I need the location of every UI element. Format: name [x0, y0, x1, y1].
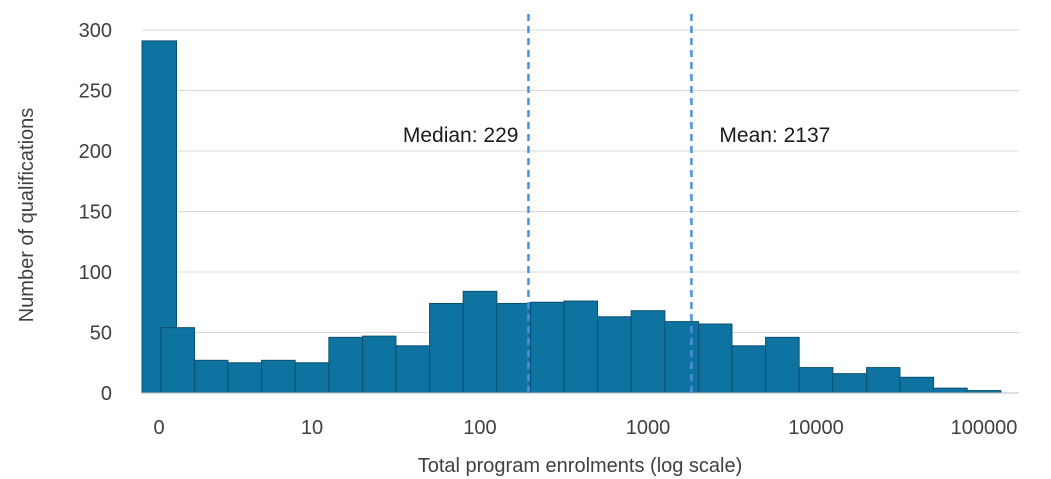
- x-axis-title: Total program enrolments (log scale): [418, 455, 743, 477]
- y-tick-label: 250: [79, 81, 112, 103]
- histogram-bar: [630, 310, 666, 394]
- bars: [141, 40, 1019, 394]
- histogram-bar: [395, 345, 431, 394]
- histogram-bar: [160, 327, 196, 394]
- histogram-bar: [462, 290, 498, 394]
- histogram-bar: [294, 362, 330, 394]
- histogram-bar: [530, 301, 565, 394]
- y-tick-label: 300: [79, 20, 112, 42]
- histogram-bar: [328, 336, 364, 394]
- histogram-bar: [362, 335, 397, 394]
- histogram-bar: [496, 302, 532, 394]
- histogram-bar: [765, 336, 800, 394]
- y-tick-label: 100: [79, 262, 112, 284]
- histogram-bar: [933, 387, 968, 394]
- histogram-bar: [227, 362, 263, 394]
- y-axis-title: Number of qualifications: [16, 108, 38, 323]
- histogram-bar: [899, 376, 935, 394]
- histogram-bar: [866, 367, 901, 394]
- histogram-bar: [731, 345, 767, 394]
- x-tick-label: 0: [153, 417, 164, 439]
- y-tick-label: 150: [79, 202, 112, 224]
- y-tick-label: 50: [90, 323, 112, 345]
- histogram-bar: [798, 367, 834, 394]
- x-tick-label: 1000: [626, 417, 671, 439]
- histogram-bar: [597, 316, 632, 394]
- x-tick-label: 10: [301, 417, 323, 439]
- histogram-bar: [429, 302, 464, 394]
- y-axis-ticks: 0 50 100 150 200 250 300: [79, 20, 112, 405]
- x-tick-label: 100000: [951, 417, 1018, 439]
- histogram-bar: [832, 373, 868, 394]
- reference-line-label: Median: 229: [403, 124, 519, 147]
- gridlines: [142, 29, 1019, 333]
- histogram-bar: [194, 359, 229, 394]
- reference-lines: Median: 229 Mean: 2137: [403, 14, 830, 393]
- x-tick-label: 100: [463, 417, 496, 439]
- x-tick-label: 10000: [788, 417, 844, 439]
- y-tick-label: 200: [79, 141, 112, 163]
- histogram-bar: [563, 300, 599, 394]
- x-axis-ticks: 0 10 100 1000 10000 100000: [153, 417, 1017, 439]
- histogram-bar: [698, 323, 733, 394]
- reference-line-label: Mean: 2137: [719, 124, 830, 147]
- y-tick-label: 0: [101, 383, 112, 405]
- histogram-bar: [664, 321, 700, 394]
- histogram-bar: [261, 359, 296, 394]
